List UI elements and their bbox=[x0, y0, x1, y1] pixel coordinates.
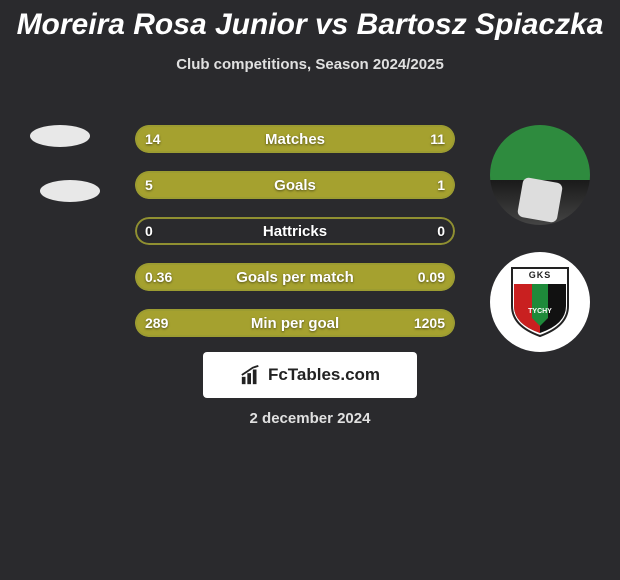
badge-text-top: GKS bbox=[510, 270, 570, 280]
stat-label: Goals bbox=[135, 171, 455, 199]
stat-label: Min per goal bbox=[135, 309, 455, 337]
stat-label: Hattricks bbox=[135, 217, 455, 245]
season-subtitle: Club competitions, Season 2024/2025 bbox=[0, 56, 620, 73]
stat-bars-container: 1411Matches 51Goals 00Hattricks 0.360.09Goa… bbox=[135, 125, 455, 355]
player1-avatar-placeholder bbox=[30, 125, 90, 147]
stat-bar: 0.360.09Goals per match bbox=[135, 263, 455, 291]
site-logo: FcTables.com bbox=[203, 352, 417, 398]
stat-bar: 1411Matches bbox=[135, 125, 455, 153]
stat-label: Matches bbox=[135, 125, 455, 153]
player2-avatar bbox=[490, 125, 590, 225]
player2-club-badge: GKS TYCHY bbox=[490, 252, 590, 352]
badge-text-bottom: TYCHY bbox=[510, 308, 570, 315]
chart-icon bbox=[240, 364, 262, 386]
stat-bar: 2891205Min per goal bbox=[135, 309, 455, 337]
logo-text: FcTables.com bbox=[268, 365, 380, 385]
club-shield-icon: GKS TYCHY bbox=[510, 266, 570, 338]
stat-label: Goals per match bbox=[135, 263, 455, 291]
comparison-title: Moreira Rosa Junior vs Bartosz Spiaczka bbox=[0, 0, 620, 42]
stat-bar: 51Goals bbox=[135, 171, 455, 199]
date-text: 2 december 2024 bbox=[0, 410, 620, 427]
player1-club-placeholder bbox=[40, 180, 100, 202]
stat-bar: 00Hattricks bbox=[135, 217, 455, 245]
